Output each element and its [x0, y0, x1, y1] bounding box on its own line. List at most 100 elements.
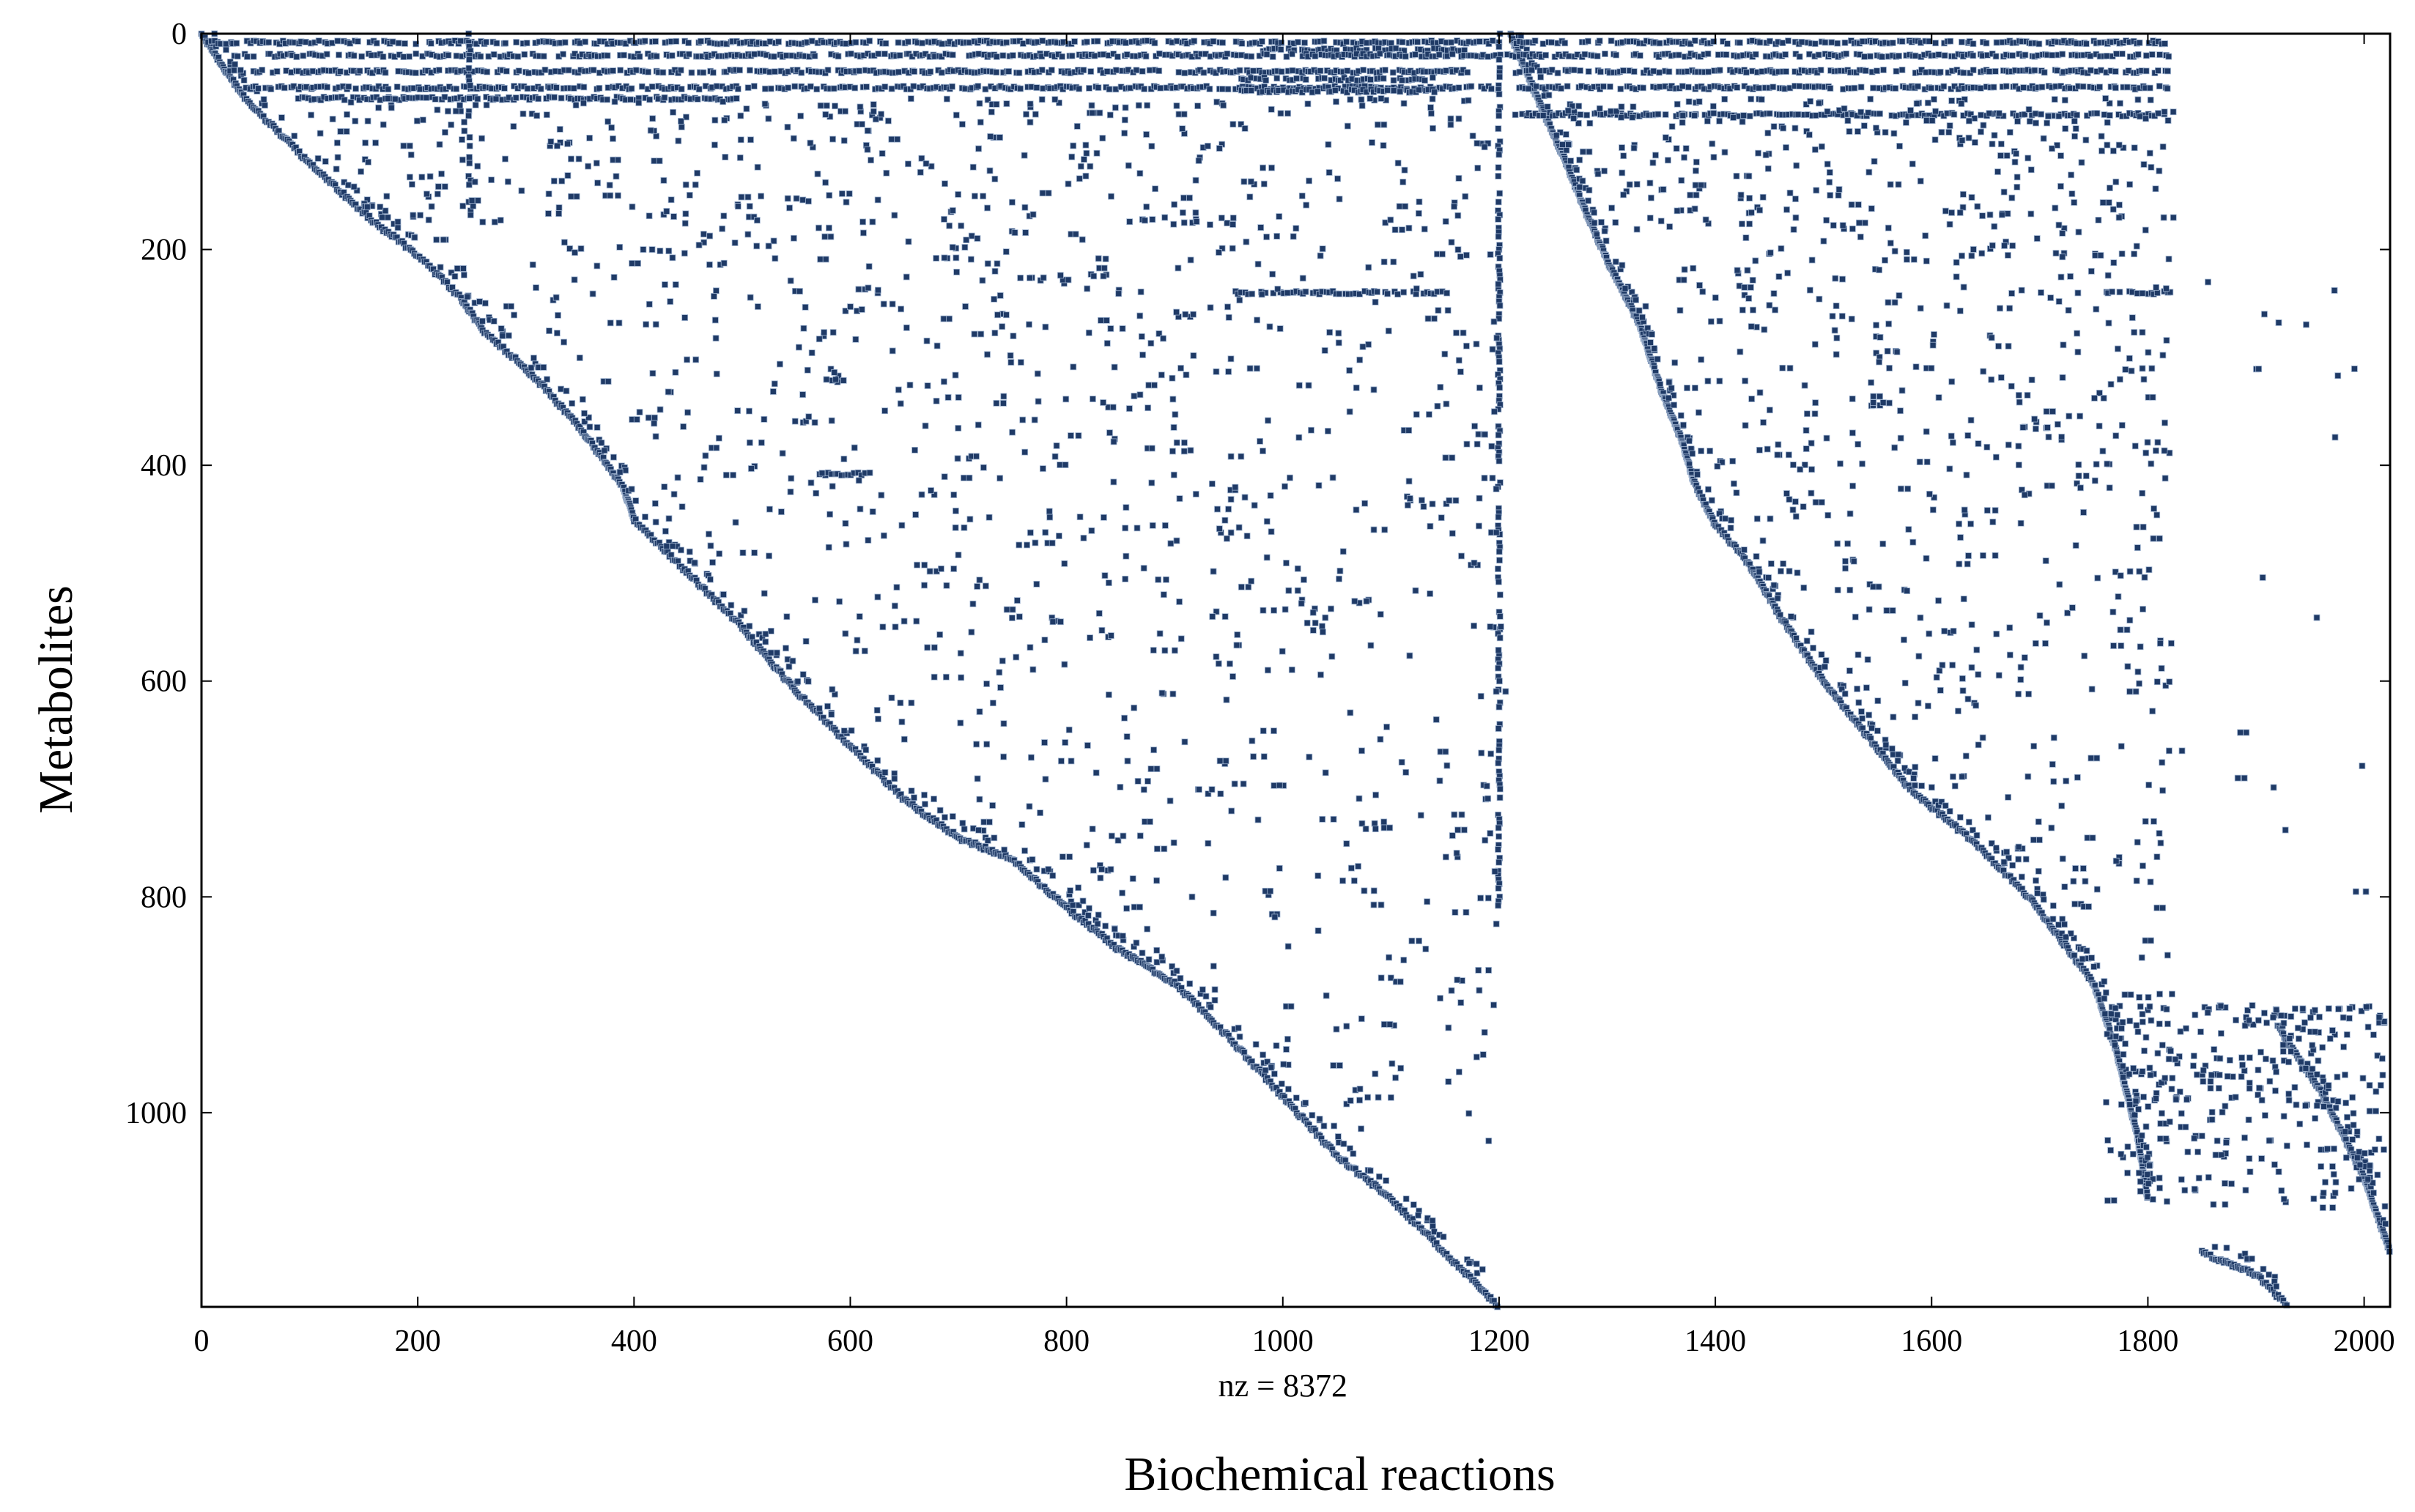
nonzero-mark	[652, 321, 659, 328]
nonzero-mark	[1099, 135, 1106, 141]
nonzero-mark	[535, 95, 542, 103]
nonzero-mark	[1233, 642, 1240, 649]
nonzero-mark	[1680, 421, 1687, 429]
nonzero-mark	[1654, 355, 1661, 363]
nonzero-mark	[1585, 197, 1591, 204]
nonzero-mark	[333, 166, 340, 173]
nonzero-mark	[1665, 379, 1673, 386]
nonzero-mark	[720, 212, 728, 220]
nonzero-mark	[1539, 40, 1547, 48]
nonzero-mark	[685, 40, 692, 46]
nonzero-mark	[1145, 956, 1153, 963]
nonzero-mark	[488, 177, 495, 183]
nonzero-mark	[1410, 1201, 1417, 1208]
nonzero-mark	[476, 298, 483, 305]
nonzero-mark	[1288, 51, 1295, 58]
nonzero-mark	[1252, 1041, 1260, 1048]
nonzero-mark	[1046, 508, 1053, 515]
nonzero-mark	[1983, 40, 1990, 47]
nonzero-mark	[1654, 111, 1662, 118]
nonzero-mark	[1399, 77, 1405, 84]
nonzero-mark	[1941, 52, 1948, 59]
nonzero-mark	[561, 39, 569, 46]
nonzero-mark	[1512, 111, 1519, 119]
nonzero-mark	[1956, 814, 1964, 821]
nonzero-mark	[2009, 52, 2016, 59]
nonzero-mark	[1424, 898, 1431, 905]
nonzero-mark	[870, 101, 877, 108]
nonzero-mark	[1021, 204, 1029, 211]
nonzero-mark	[989, 802, 996, 809]
nonzero-mark	[389, 38, 396, 45]
nonzero-mark	[1284, 289, 1291, 297]
nonzero-mark	[688, 69, 695, 76]
nonzero-mark	[1264, 1059, 1271, 1065]
nonzero-mark	[787, 277, 794, 284]
nonzero-mark	[448, 269, 455, 276]
nonzero-mark	[911, 68, 918, 75]
nonzero-mark	[1495, 760, 1502, 767]
nonzero-mark	[1785, 37, 1791, 45]
nonzero-mark	[385, 86, 392, 93]
nonzero-mark	[1000, 400, 1007, 407]
nonzero-mark	[1169, 448, 1176, 455]
nonzero-mark	[912, 511, 920, 518]
nonzero-mark	[1383, 1177, 1390, 1184]
nonzero-mark	[1229, 221, 1237, 228]
nonzero-mark	[1774, 595, 1781, 602]
nonzero-mark	[2079, 83, 2087, 90]
nonzero-mark	[857, 505, 864, 513]
nonzero-mark	[665, 248, 673, 254]
nonzero-mark	[1134, 777, 1142, 785]
nonzero-mark	[1495, 824, 1502, 831]
nonzero-mark	[2260, 1265, 2267, 1272]
nonzero-mark	[558, 385, 564, 393]
nonzero-mark	[1111, 925, 1118, 933]
nonzero-mark	[777, 508, 785, 516]
nonzero-mark	[670, 491, 678, 498]
nonzero-mark	[1416, 86, 1422, 94]
nonzero-mark	[1112, 104, 1119, 111]
nonzero-mark	[1367, 642, 1375, 649]
nonzero-mark	[581, 418, 588, 425]
nonzero-mark	[2361, 1149, 2368, 1157]
nonzero-mark	[646, 212, 653, 220]
nonzero-mark	[711, 116, 719, 124]
nonzero-mark	[2120, 1050, 2127, 1058]
nonzero-mark	[1619, 67, 1627, 74]
nonzero-mark	[1413, 290, 1420, 297]
nonzero-mark	[1428, 110, 1435, 117]
nonzero-mark	[1055, 533, 1062, 540]
nonzero-mark	[315, 37, 322, 45]
nonzero-mark	[1238, 40, 1246, 47]
nonzero-mark	[1454, 212, 1462, 219]
nonzero-mark	[635, 99, 643, 106]
nonzero-mark	[1495, 215, 1502, 223]
nonzero-mark	[1796, 53, 1803, 60]
nonzero-mark	[2093, 110, 2101, 117]
nonzero-mark	[2356, 1148, 2363, 1155]
nonzero-mark	[1728, 516, 1735, 524]
nonzero-mark	[2155, 67, 2161, 74]
nonzero-mark	[955, 191, 962, 198]
nonzero-mark	[1375, 1173, 1383, 1180]
nonzero-mark	[1894, 757, 1901, 765]
nonzero-mark	[2038, 111, 2045, 118]
nonzero-mark	[1495, 457, 1503, 464]
nonzero-mark	[2059, 51, 2066, 58]
nonzero-mark	[1991, 67, 1999, 75]
nonzero-mark	[1367, 76, 1374, 84]
nonzero-mark	[1171, 201, 1178, 208]
nonzero-mark	[895, 386, 902, 393]
nonzero-mark	[560, 51, 566, 58]
nonzero-mark	[1436, 777, 1443, 785]
nonzero-mark	[991, 175, 999, 182]
nonzero-mark	[2280, 1020, 2288, 1026]
nonzero-mark	[996, 292, 1004, 299]
nonzero-mark	[358, 53, 366, 60]
nonzero-mark	[1295, 434, 1303, 441]
nonzero-mark	[1141, 86, 1148, 92]
nonzero-mark	[1495, 91, 1503, 97]
nonzero-mark	[1139, 949, 1146, 957]
nonzero-mark	[1225, 314, 1232, 321]
